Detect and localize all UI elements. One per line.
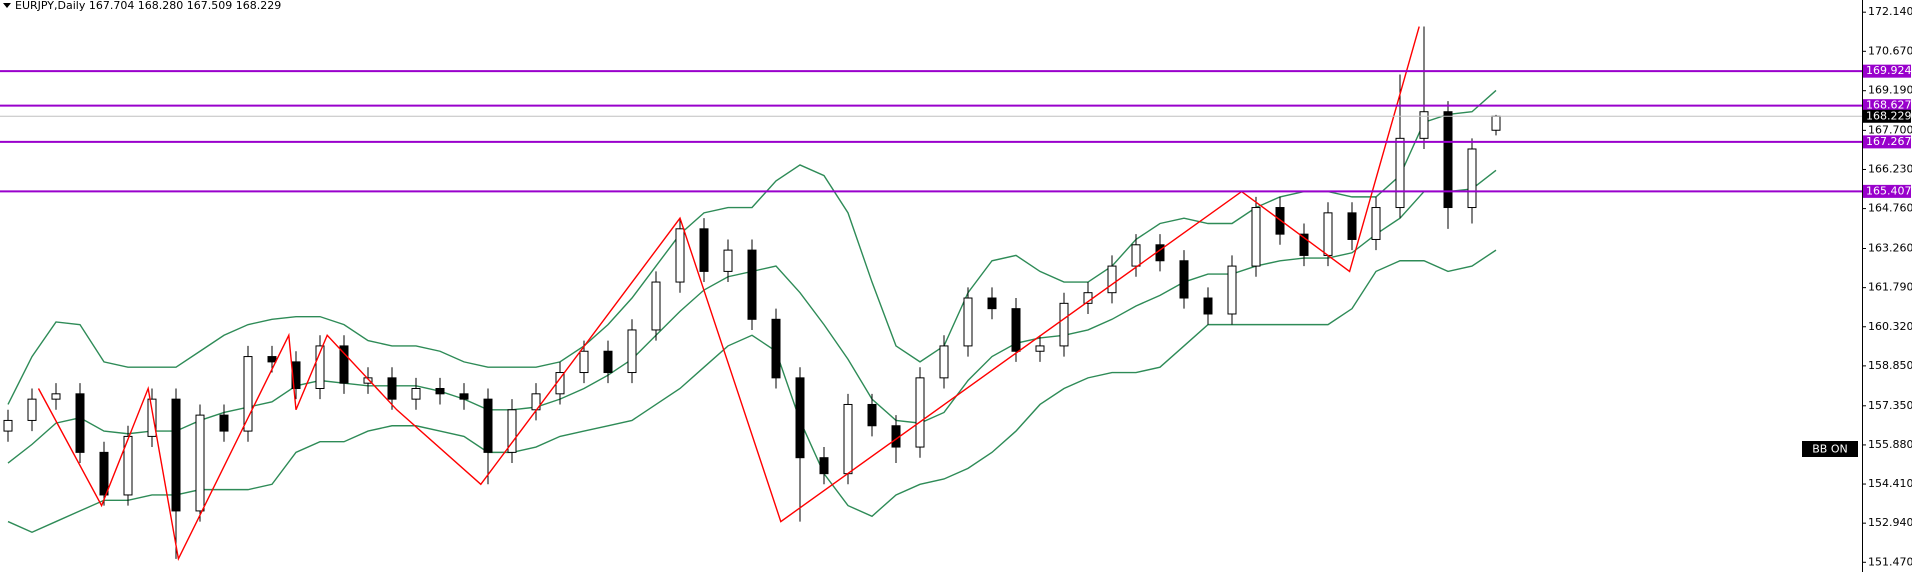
bollinger-band [7,89,1497,405]
level-label: 165.407 [1866,184,1912,197]
candle-body [315,345,325,390]
candle-body [651,281,661,331]
candle-body [27,398,37,421]
candle-body [1107,265,1117,294]
level-badge [1863,99,1911,113]
candle-body [1395,137,1405,209]
candle-body [1467,148,1477,209]
candle-body [819,457,829,475]
candle-body [1419,111,1429,139]
y-tick-label: 154.410 [1868,477,1912,490]
candle-body [1035,345,1045,352]
level-label: 168.627 [1866,99,1912,112]
y-tick-label: 160.320 [1868,320,1912,333]
candle-body [171,398,181,512]
candle-body [915,377,925,448]
level-label: 167.267 [1866,135,1912,148]
candle-body [627,329,637,374]
bollinger-band [7,249,1497,533]
candle-body [939,345,949,379]
zigzag-line [37,26,1420,562]
last-price-badge [1863,109,1911,123]
candle-body [1251,207,1261,267]
candle-body [579,350,589,374]
candle-body [267,356,277,363]
candle-body [699,228,709,272]
chart-title: EURJPY,Daily 167.704 168.280 167.509 168… [15,0,281,12]
y-tick-label: 157.350 [1868,399,1912,412]
candle-body [867,403,877,427]
candle-body [219,414,229,432]
candle-body [963,297,973,347]
candle-body [675,228,685,283]
y-tick-label: 172.140 [1868,5,1912,18]
candle-body [603,350,613,374]
candle-body [339,345,349,384]
level-label: 169.924 [1866,64,1912,77]
candle-body [195,414,205,512]
last-price-label: 168.229 [1866,109,1912,122]
candle-body [1011,308,1021,352]
candle-body [435,388,445,395]
y-tick-label: 169.190 [1868,84,1912,97]
y-tick-label: 170.670 [1868,44,1912,57]
y-tick-label: 155.880 [1868,438,1912,451]
y-tick-label: 167.700 [1868,123,1912,136]
candle-body [1371,207,1381,240]
indicator-badge[interactable] [1802,441,1858,457]
y-tick-label: 158.850 [1868,359,1912,372]
candle-body [483,398,493,453]
y-tick-label: 166.230 [1868,162,1912,175]
candle-body [1443,111,1453,209]
candle-body [1275,207,1285,235]
candle-body [1131,244,1141,267]
level-badge [1863,184,1911,198]
candle-body [747,249,757,320]
candle-body [1323,212,1333,256]
candle-body [795,377,805,459]
candle-body [1227,265,1237,315]
symbol-menu-arrow[interactable] [3,3,11,8]
candle-body [1347,212,1357,240]
candle-body [99,451,109,496]
candle-body [387,377,397,400]
plot-area [3,26,1501,562]
candle-body [1203,297,1213,315]
candle-body [147,398,157,437]
candle-body [3,419,13,432]
y-tick-label: 164.760 [1868,202,1912,215]
candle-body [1299,233,1309,256]
y-tick-label: 152.940 [1868,516,1912,529]
candle-body [987,297,997,310]
y-tick-label: 163.260 [1868,242,1912,255]
candle-body [411,388,421,400]
level-badge [1863,64,1911,78]
y-tick-label: 151.470 [1868,555,1912,568]
candle-body [243,356,253,432]
candle-body [1059,302,1069,347]
candle-body [51,393,61,400]
candle-body [843,403,853,475]
candle-body [459,393,469,400]
candle-body [723,249,733,272]
candle-body [771,318,781,379]
candle-body [507,409,517,453]
candle-body [75,393,85,453]
indicator-label: BB ON [1812,443,1847,456]
candle-body [1179,260,1189,299]
candle-body [1491,115,1501,131]
level-badge [1863,135,1911,149]
candle-body [123,435,133,496]
y-tick-label: 161.790 [1868,281,1912,294]
candle-body [363,377,373,384]
